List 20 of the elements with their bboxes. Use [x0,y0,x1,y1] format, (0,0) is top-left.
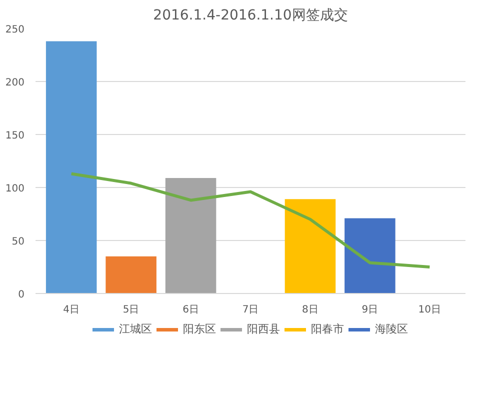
y-tick-label: 250 [5,24,25,36]
legend-label: 阳东区 [183,322,216,336]
y-tick-label: 200 [5,78,25,88]
legend-label: 海陵区 [375,322,408,336]
legend-label: 阳春市 [311,322,344,336]
legend-label: 阳西县 [247,322,280,336]
x-tick-label: 6日 [182,304,199,316]
x-tick-label: 10日 [418,304,442,316]
x-tick-label: 7日 [242,304,259,316]
legend-label: 江城区 [119,322,152,336]
y-tick-label: 100 [5,184,25,194]
y-tick-label: 0 [18,290,25,300]
y-tick-label: 50 [12,236,25,248]
x-tick-label: 5日 [122,304,140,316]
chart-title: 2016.1.4-2016.1.10网签成交 [153,8,348,24]
line-series [70,172,432,268]
x-tick-label: 4日 [63,304,80,316]
x-tick-label: 8日 [302,304,318,316]
y-tick-label: 150 [5,130,25,142]
x-tick-label: 9日 [362,304,378,316]
